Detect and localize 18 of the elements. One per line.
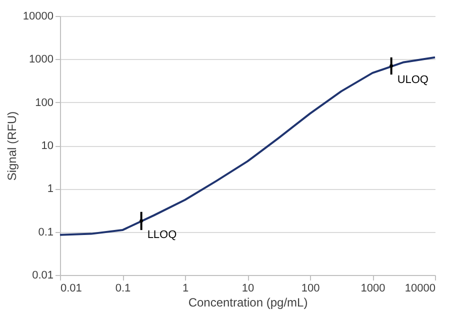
y-tick-label: 0.01 (32, 270, 54, 282)
annotation: ULOQ (397, 74, 429, 86)
x-tick-label: 100 (301, 282, 320, 294)
x-tick-label: 1 (182, 282, 189, 294)
y-tick-label: 10000 (22, 10, 54, 22)
y-tick-label: 100 (35, 96, 54, 109)
y-tick-label: 1 (47, 183, 54, 196)
y-tick-label: 10 (41, 140, 54, 152)
y-tick-label: 0.1 (38, 226, 54, 238)
y-tick-label: 1000 (29, 54, 54, 66)
x-axis-title: Concentration (pg/mL) (188, 296, 308, 310)
y-axis-title: Signal (RFU) (4, 111, 19, 181)
x-tick-label: 10000 (404, 282, 436, 294)
annotation: LLOQ (147, 228, 178, 241)
x-tick-label: 1000 (360, 282, 386, 294)
x-tick-label: 0.01 (60, 282, 82, 294)
x-tick-label: 10 (242, 282, 254, 294)
x-tick-label: 0.1 (115, 282, 131, 294)
